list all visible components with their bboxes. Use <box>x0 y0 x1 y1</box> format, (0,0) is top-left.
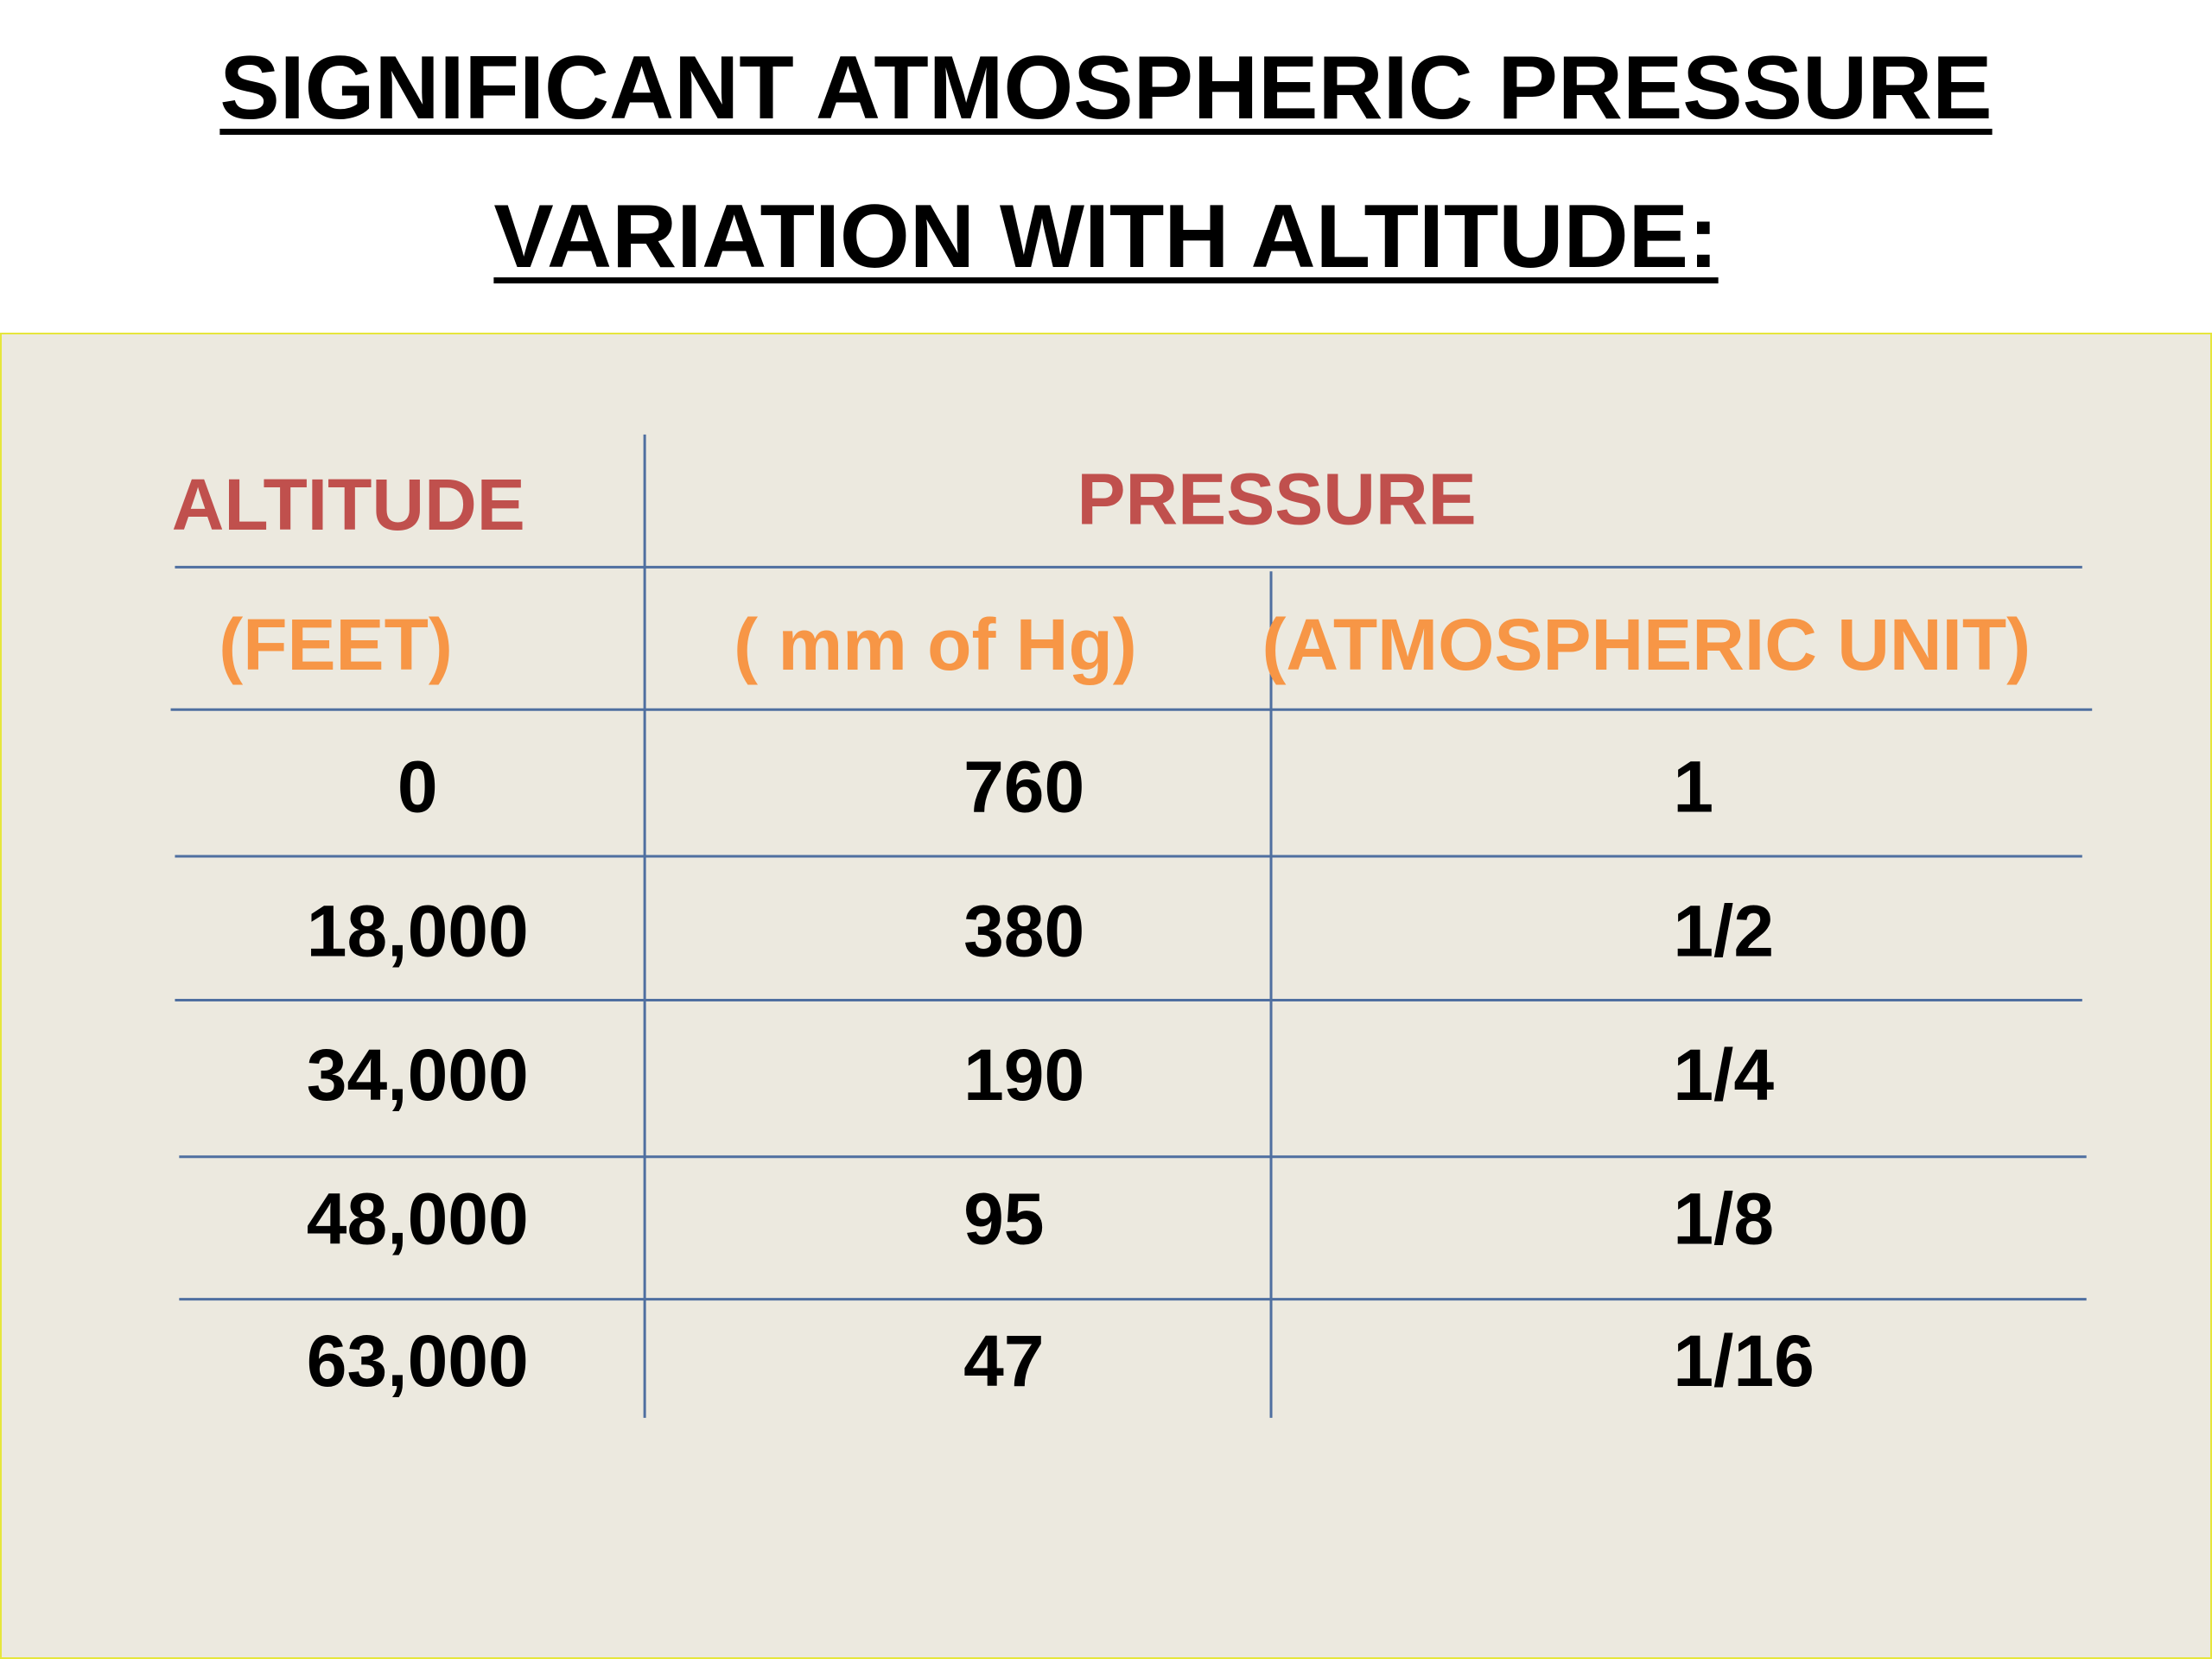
table-cell: 380 <box>963 890 1084 971</box>
table-cell: 18,000 <box>307 890 529 971</box>
table-cell: 1/4 <box>1673 1034 1774 1116</box>
table-cell: 63,000 <box>307 1320 529 1402</box>
table-cell: 48,000 <box>307 1178 529 1259</box>
title: SIGNIFICANT ATMOSPHERIC PRESSURE VARIATI… <box>219 38 1993 287</box>
table-cell: 1/16 <box>1673 1320 1815 1402</box>
table-cell: 34,000 <box>307 1034 529 1116</box>
table-cell: 0 <box>397 747 438 828</box>
table-cell: 1/8 <box>1673 1178 1774 1259</box>
panel <box>0 333 2212 1659</box>
subheader-cell: ( mm of Hg) <box>734 604 1137 685</box>
table-cell: 1 <box>1673 747 1713 828</box>
subheader-cell: (ATMOSPHERIC UNIT) <box>1262 604 2031 685</box>
table-cell: 190 <box>963 1034 1084 1116</box>
table-cell: 760 <box>963 747 1084 828</box>
header-cell: ALTITUDE <box>172 464 525 545</box>
subheader-cell: (FEET) <box>219 604 453 685</box>
header-cell: PRESSURE <box>1077 459 1476 540</box>
table-cell: 1/2 <box>1673 890 1774 971</box>
table-cell: 95 <box>963 1178 1044 1259</box>
table-cell: 47 <box>963 1320 1044 1402</box>
